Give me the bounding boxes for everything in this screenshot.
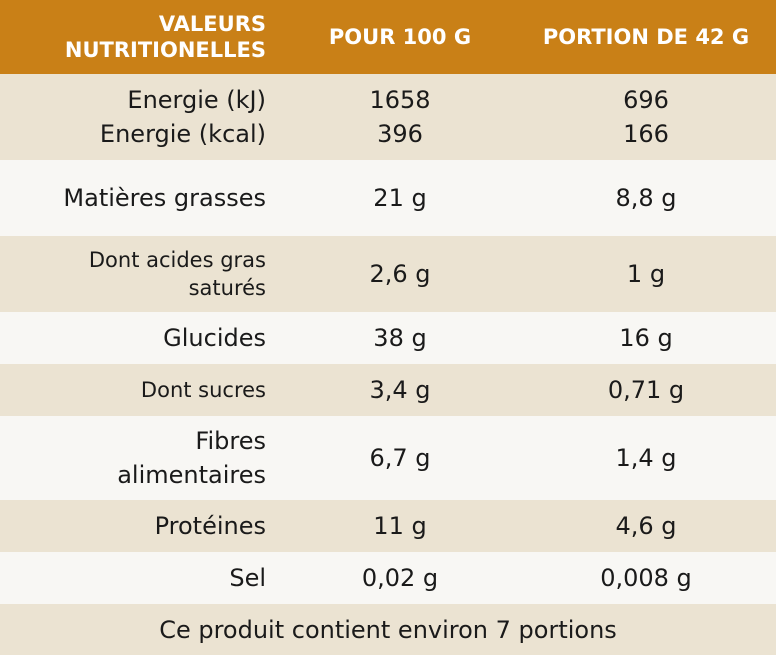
table-row-carbohydrates: Glucides 38 g 16 g <box>0 312 776 364</box>
header-per-100g-label: POUR 100 G <box>328 25 472 49</box>
table-row-energy: Energie (kJ) Energie (kcal) 1658 396 696… <box>0 74 776 160</box>
row-value-per-100g: 0,02 g <box>300 552 500 604</box>
header-per-portion: PORTION DE 42 G <box>532 0 760 74</box>
value-text: 38 g <box>373 324 427 352</box>
row-label: Energie (kJ) Energie (kcal) <box>0 74 266 160</box>
row-value-per-100g: 11 g <box>300 500 500 552</box>
row-value-per-100g: 3,4 g <box>300 364 500 416</box>
row-value-per-100g: 38 g <box>300 312 500 364</box>
table-row-salt: Sel 0,02 g 0,008 g <box>0 552 776 604</box>
value-text: 3,4 g <box>369 376 431 404</box>
table-row-saturated-fat: Dont acides gras saturés 2,6 g 1 g <box>0 236 776 312</box>
value-line: 696 <box>623 86 669 114</box>
row-value-per-portion: 0,71 g <box>532 364 760 416</box>
value-line: 396 <box>377 120 423 148</box>
row-label-line: alimentaires <box>117 461 266 489</box>
value-text: 0,02 g <box>361 564 439 592</box>
value-text: 2,6 g <box>369 260 431 288</box>
value-text: 0,008 g <box>600 564 692 592</box>
row-label-line: Energie (kJ) <box>127 86 266 114</box>
value-text: 11 g <box>373 512 427 540</box>
row-label: Dont sucres <box>0 364 266 416</box>
row-label-text: Sel <box>229 564 266 592</box>
table-row-sugars: Dont sucres 3,4 g 0,71 g <box>0 364 776 416</box>
value-text: 6,7 g <box>369 444 431 472</box>
row-value-per-portion: 1,4 g <box>532 416 760 500</box>
row-value-per-portion: 8,8 g <box>532 160 760 236</box>
row-label-line: saturés <box>188 276 266 300</box>
row-label: Matières grasses <box>0 160 266 236</box>
row-label: Dont acides gras saturés <box>0 236 266 312</box>
value-line: 1658 <box>369 86 431 114</box>
row-label-text: Glucides <box>163 324 266 352</box>
table-footer: Ce produit contient environ 7 portions <box>0 604 776 655</box>
row-value-per-100g: 21 g <box>300 160 500 236</box>
table-row-fat: Matières grasses 21 g 8,8 g <box>0 160 776 236</box>
header-label-line-2: NUTRITIONELLES <box>64 38 266 62</box>
header-per-portion-label: PORTION DE 42 G <box>542 25 750 49</box>
row-value-per-portion: 696 166 <box>532 74 760 160</box>
portions-note: Ce produit contient environ 7 portions <box>159 615 617 644</box>
row-label: Fibres alimentaires <box>0 416 266 500</box>
row-label-line: Energie (kcal) <box>99 120 266 148</box>
row-label-text: Protéines <box>154 512 266 540</box>
row-value-per-portion: 16 g <box>532 312 760 364</box>
row-value-per-portion: 4,6 g <box>532 500 760 552</box>
row-value-per-portion: 1 g <box>532 236 760 312</box>
value-text: 4,6 g <box>615 512 677 540</box>
row-label: Glucides <box>0 312 266 364</box>
value-text: 21 g <box>373 184 427 212</box>
row-label-text: Matières grasses <box>63 184 266 212</box>
value-line: 166 <box>623 120 669 148</box>
value-text: 1,4 g <box>615 444 677 472</box>
row-label: Protéines <box>0 500 266 552</box>
row-value-per-100g: 6,7 g <box>300 416 500 500</box>
row-label: Sel <box>0 552 266 604</box>
value-text: 1 g <box>626 260 666 288</box>
header-nutrition-values: VALEURS NUTRITIONELLES <box>0 0 266 74</box>
header-per-100g: POUR 100 G <box>300 0 500 74</box>
value-text: 0,71 g <box>607 376 685 404</box>
table-row-fibre: Fibres alimentaires 6,7 g 1,4 g <box>0 416 776 500</box>
table-row-protein: Protéines 11 g 4,6 g <box>0 500 776 552</box>
row-value-per-100g: 2,6 g <box>300 236 500 312</box>
row-label-line: Dont acides gras <box>88 248 266 272</box>
value-text: 8,8 g <box>615 184 677 212</box>
header-label-line-1: VALEURS <box>158 12 266 36</box>
row-label-text: Dont sucres <box>140 378 266 402</box>
value-text: 16 g <box>619 324 673 352</box>
table-header: VALEURS NUTRITIONELLES POUR 100 G PORTIO… <box>0 0 776 74</box>
row-value-per-100g: 1658 396 <box>300 74 500 160</box>
row-label-line: Fibres <box>195 427 266 455</box>
row-value-per-portion: 0,008 g <box>532 552 760 604</box>
